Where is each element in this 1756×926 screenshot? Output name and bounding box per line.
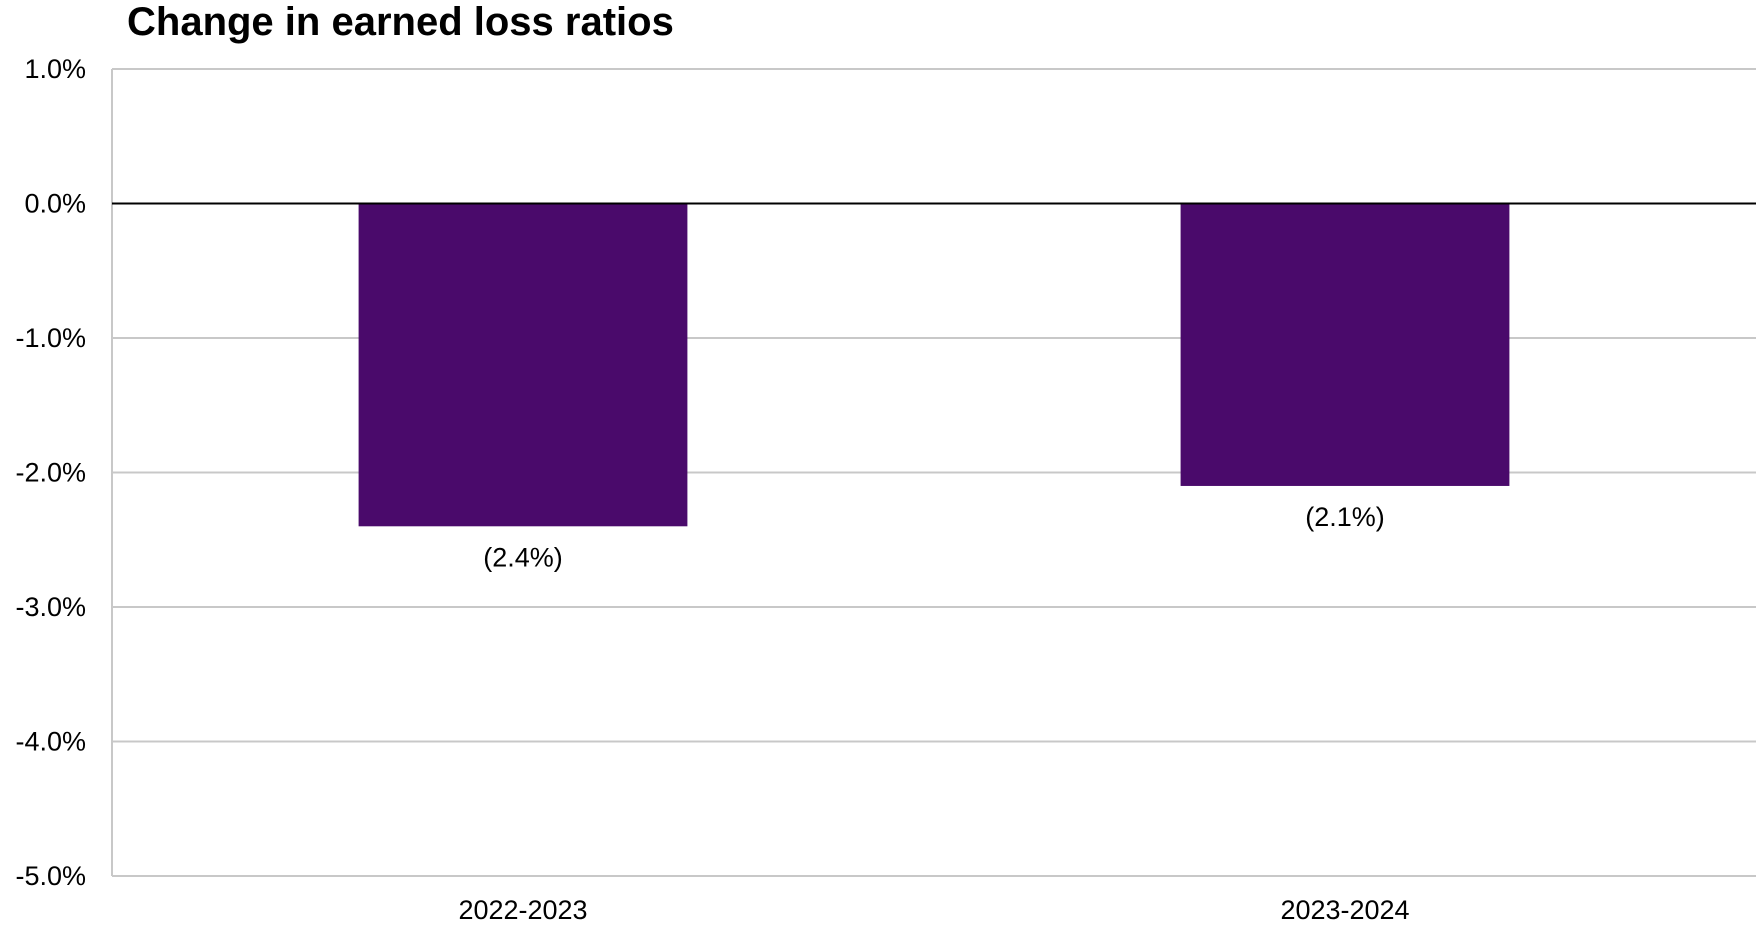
y-tick-label: 0.0%	[24, 189, 86, 219]
x-tick-label: 2022-2023	[458, 895, 587, 925]
data-label: (2.1%)	[1305, 502, 1385, 532]
axes	[111, 69, 1756, 876]
y-tick-label: -5.0%	[15, 861, 86, 891]
bars	[358, 203, 1510, 527]
labels: 1.0% 0.0% -1.0% -2.0% -3.0% -4.0% -5.0% (2.4%) 2…	[15, 54, 1409, 925]
y-tick-label: -1.0%	[15, 323, 86, 353]
bar	[1180, 203, 1510, 486]
y-tick-label: -4.0%	[15, 727, 86, 757]
x-tick-label: 2023-2024	[1280, 895, 1409, 925]
y-tick-label: -2.0%	[15, 458, 86, 488]
bar	[358, 203, 688, 527]
chart-title: Change in earned loss ratios	[127, 0, 674, 44]
data-label: (2.4%)	[483, 542, 563, 572]
y-tick-label: 1.0%	[24, 54, 86, 84]
y-tick-label: -3.0%	[15, 592, 86, 622]
